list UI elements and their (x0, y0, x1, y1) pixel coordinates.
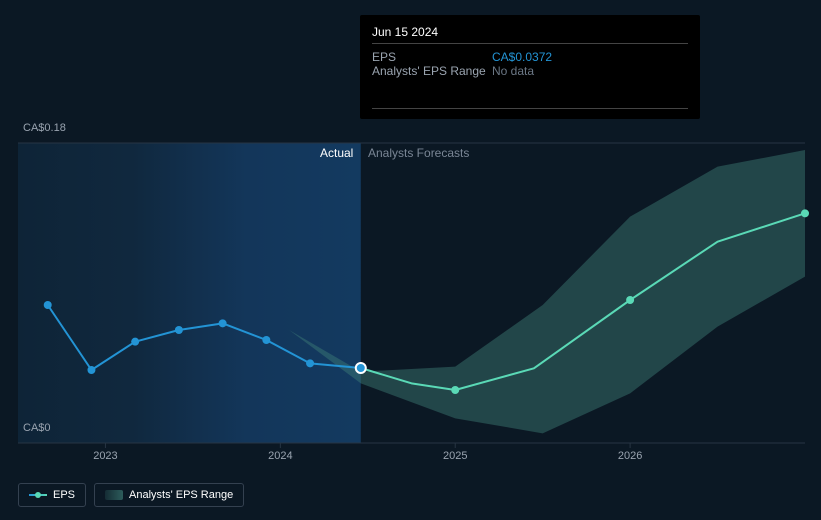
eps-marker (44, 301, 52, 309)
legend-item[interactable]: EPS (18, 483, 86, 507)
legend-label: EPS (53, 489, 75, 501)
eps-marker (626, 296, 634, 304)
eps-marker (801, 209, 809, 217)
tooltip-row-value: No data (492, 64, 534, 78)
hover-tooltip: Jun 15 2024 EPSCA$0.0372Analysts' EPS Ra… (360, 15, 700, 119)
tooltip-date: Jun 15 2024 (372, 25, 688, 39)
xaxis-tick-label: 2024 (268, 450, 292, 462)
eps-marker (306, 359, 314, 367)
eps-marker (219, 319, 227, 327)
tooltip-row: EPSCA$0.0372 (372, 50, 688, 64)
eps-marker (451, 386, 459, 394)
legend-swatch-area (105, 490, 123, 500)
eps-marker (262, 336, 270, 344)
eps-marker-highlight (356, 363, 366, 373)
yaxis-label: CA$0.18 (23, 122, 66, 134)
eps-marker (131, 338, 139, 346)
xaxis-tick-label: 2026 (618, 450, 642, 462)
actual-region-bg (18, 143, 361, 443)
section-label: Analysts Forecasts (368, 146, 469, 160)
tooltip-row-label: EPS (372, 50, 492, 64)
eps-marker (175, 326, 183, 334)
eps-marker (87, 366, 95, 374)
analysts-range-area (289, 150, 805, 433)
legend-label: Analysts' EPS Range (129, 489, 233, 501)
section-label: Actual (320, 146, 353, 160)
legend-item[interactable]: Analysts' EPS Range (94, 483, 244, 507)
chart-container: { "tooltip": { "date": "Jun 15 2024", "r… (0, 0, 821, 520)
tooltip-row-label: Analysts' EPS Range (372, 64, 492, 78)
tooltip-row: Analysts' EPS RangeNo data (372, 64, 688, 78)
xaxis-tick-label: 2025 (443, 450, 467, 462)
legend: EPS Analysts' EPS Range (18, 483, 244, 507)
xaxis-tick-label: 2023 (93, 450, 117, 462)
yaxis-label: CA$0 (23, 422, 51, 434)
tooltip-row-value: CA$0.0372 (492, 50, 552, 64)
legend-swatch-line (29, 494, 47, 496)
